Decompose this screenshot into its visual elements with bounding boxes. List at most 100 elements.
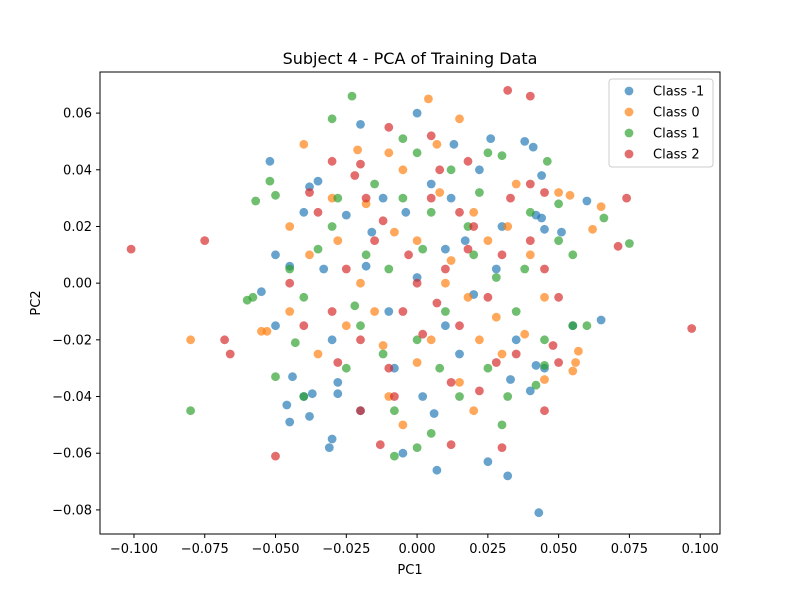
data-point (401, 207, 411, 217)
data-point (622, 193, 631, 203)
data-point (398, 165, 408, 175)
data-point (251, 196, 261, 206)
data-point (441, 278, 450, 288)
data-point (350, 171, 360, 180)
data-point (503, 392, 513, 401)
data-point (531, 361, 541, 370)
data-point (333, 358, 343, 367)
data-point (418, 329, 428, 339)
data-point (503, 86, 513, 95)
data-point (356, 278, 365, 288)
x-tick-label: −0.100 (110, 542, 158, 557)
data-point (412, 108, 422, 118)
data-point (441, 244, 450, 254)
data-point (200, 236, 210, 246)
data-point (327, 222, 337, 231)
legend-box (608, 78, 714, 168)
legend-label: Class 0 (653, 106, 700, 121)
data-point (432, 298, 442, 308)
data-point (426, 131, 436, 141)
data-point (435, 188, 445, 197)
data-point (412, 236, 422, 246)
legend-marker (624, 107, 634, 117)
data-point (418, 392, 428, 401)
data-point (333, 389, 343, 399)
data-point (455, 321, 464, 331)
data-point (511, 307, 521, 316)
data-point (341, 210, 351, 220)
data-point (285, 264, 295, 274)
data-point (455, 207, 464, 217)
x-tick-label: 0.050 (540, 542, 577, 557)
plot-frame (99, 71, 721, 535)
data-point (520, 264, 530, 274)
data-point (375, 440, 385, 450)
y-tick-label: −0.08 (52, 503, 92, 518)
data-point (446, 165, 456, 175)
data-point (412, 358, 422, 367)
data-point (475, 165, 484, 175)
data-point (307, 389, 317, 399)
data-point (497, 443, 507, 452)
data-point (540, 335, 549, 345)
data-point (390, 227, 399, 237)
data-point (299, 207, 309, 217)
data-point (537, 171, 546, 180)
data-point (305, 250, 314, 260)
x-tick-label: 0.000 (398, 542, 435, 557)
data-point (299, 292, 309, 302)
data-point (582, 196, 592, 206)
data-point (398, 448, 408, 458)
legend-label: Class -1 (653, 85, 704, 100)
data-point (483, 457, 493, 467)
y-tick-label: 0.04 (63, 163, 92, 178)
legend: Class -1 Class 0 Class 1 Class 2 (608, 78, 714, 168)
data-point (525, 91, 535, 101)
legend-label: Class 1 (653, 127, 700, 142)
data-point (446, 378, 456, 387)
data-point (356, 120, 365, 129)
data-point (313, 207, 323, 217)
data-point (271, 250, 280, 260)
data-point (398, 193, 408, 203)
data-point (687, 324, 697, 333)
data-point (265, 176, 275, 186)
data-point (186, 406, 196, 416)
data-point (412, 148, 422, 158)
data-point (540, 224, 549, 234)
data-point (384, 363, 394, 373)
data-point (588, 224, 597, 234)
data-point (455, 378, 464, 387)
data-point (557, 227, 566, 237)
data-point (596, 315, 606, 325)
data-point (390, 392, 399, 401)
data-point (370, 236, 379, 246)
data-point (333, 378, 343, 387)
x-tick-label: 0.100 (682, 542, 719, 557)
data-point (426, 335, 436, 345)
data-point (568, 321, 578, 331)
data-point (571, 358, 580, 367)
data-point (384, 148, 394, 158)
data-point (319, 264, 329, 274)
y-tick-label: 0.00 (63, 277, 92, 292)
data-point (248, 292, 258, 302)
data-point (503, 471, 513, 481)
data-point (554, 199, 563, 209)
data-point (483, 236, 493, 246)
data-point (257, 287, 266, 297)
data-point (313, 176, 323, 186)
legend-label: Class 2 (653, 148, 700, 163)
data-point (285, 222, 295, 231)
data-point (341, 363, 351, 373)
y-axis-label: PC2 (29, 290, 44, 315)
data-point (491, 358, 501, 367)
data-point (525, 207, 535, 217)
data-point (540, 361, 549, 370)
data-point (271, 372, 280, 382)
data-point (599, 213, 609, 223)
data-point (469, 250, 479, 260)
data-point (225, 349, 235, 359)
data-point (327, 307, 337, 316)
